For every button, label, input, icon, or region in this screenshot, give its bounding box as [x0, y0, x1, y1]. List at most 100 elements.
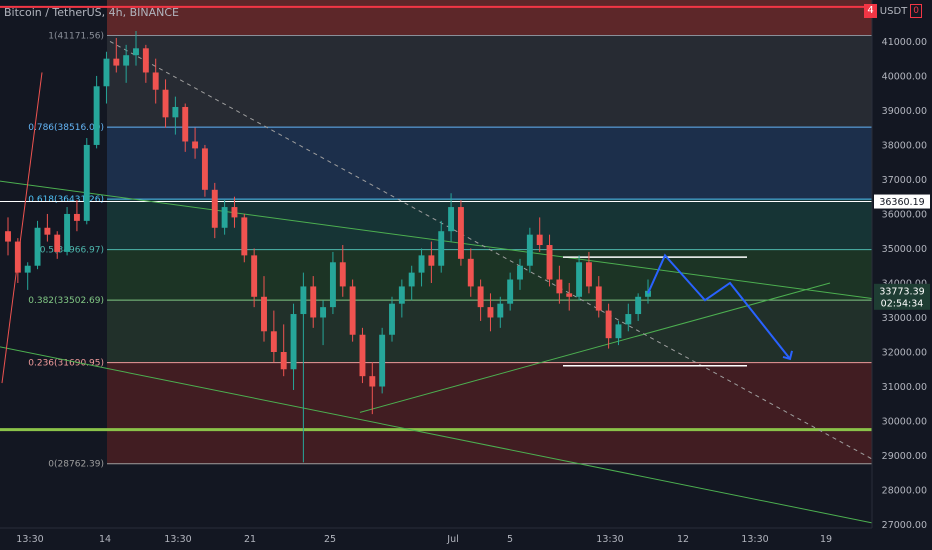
x-tick-label-4: 25 — [324, 534, 336, 545]
candle-body-58 — [576, 262, 583, 297]
y-tick-label-1: 40000.00 — [882, 71, 927, 82]
candle-body-31 — [310, 286, 317, 318]
candle-body-7 — [73, 213, 80, 221]
candle-body-45 — [448, 207, 455, 232]
candle-body-65 — [645, 290, 651, 297]
fib-label-0.618: 0.618(36431.26) — [28, 195, 104, 205]
lower-channel-line — [0, 346, 873, 524]
candle-body-34 — [339, 262, 346, 287]
y-tick-label-8: 33000.00 — [882, 313, 927, 324]
candle-body-51 — [507, 279, 514, 304]
candle-body-1 — [14, 241, 21, 273]
x-tick-label-5: Jul — [446, 534, 458, 545]
candle-body-16 — [162, 89, 169, 118]
candle-body-17 — [172, 106, 179, 118]
steep-red-line — [1, 72, 43, 384]
y-tick-label-3: 38000.00 — [882, 140, 927, 151]
countdown-tag: 02:54:34 — [881, 298, 924, 309]
candle-body-2 — [24, 265, 31, 273]
fib-label-0.786: 0.786(38516.00) — [28, 123, 104, 133]
candle-body-47 — [467, 258, 474, 287]
candle-body-14 — [142, 48, 149, 73]
time-axis-background — [0, 528, 932, 550]
currency-label: USDT — [879, 5, 908, 17]
x-tick-label-0: 13:30 — [16, 534, 43, 545]
candle-body-54 — [536, 234, 543, 246]
candle-body-25 — [251, 255, 258, 297]
candle-body-49 — [487, 307, 494, 318]
candle-body-57 — [566, 293, 573, 297]
x-tick-label-1: 14 — [99, 534, 111, 545]
candle-body-11 — [113, 58, 120, 66]
candle-body-32 — [320, 307, 327, 318]
x-tick-label-7: 13:30 — [596, 534, 623, 545]
candle-body-9 — [93, 86, 100, 145]
y-tick-label-5: 36000.00 — [882, 209, 927, 220]
candle-body-21 — [211, 189, 218, 228]
currency-badge[interactable]: 0 — [910, 4, 922, 18]
y-tick-label-2: 39000.00 — [882, 106, 927, 117]
fib-zone-4 — [107, 249, 872, 301]
candle-body-10 — [103, 58, 110, 87]
candle-body-24 — [241, 217, 248, 256]
candle-body-37 — [369, 376, 376, 387]
forecast-arrow-head — [782, 350, 793, 361]
x-tick-label-3: 21 — [244, 534, 256, 545]
y-tick-label-9: 32000.00 — [882, 348, 927, 359]
candle-body-40 — [398, 286, 405, 304]
fib-label-0: 0(28762.39) — [48, 460, 104, 470]
candle-body-20 — [201, 148, 208, 190]
candle-body-36 — [359, 334, 366, 377]
candle-body-6 — [64, 213, 71, 252]
y-tick-label-0: 41000.00 — [882, 37, 927, 48]
level-price-tag-bg — [874, 194, 930, 209]
candle-body-15 — [152, 72, 159, 90]
y-tick-label-12: 29000.00 — [882, 451, 927, 462]
candle-body-50 — [497, 303, 504, 318]
level-price-tag: 36360.19 — [879, 197, 924, 208]
y-tick-label-6: 35000.00 — [882, 244, 927, 255]
candle-body-44 — [438, 231, 445, 266]
candle-body-0 — [5, 231, 11, 242]
x-tick-label-9: 13:30 — [741, 534, 768, 545]
candle-body-28 — [280, 352, 287, 370]
candle-body-19 — [192, 141, 199, 149]
candle-body-29 — [290, 314, 297, 370]
candle-body-48 — [477, 286, 484, 308]
candle-body-59 — [585, 262, 592, 287]
y-tick-label-11: 30000.00 — [882, 417, 927, 428]
fib-label-1: 1(41171.56) — [48, 31, 104, 41]
candle-body-18 — [182, 106, 189, 142]
candle-body-4 — [44, 227, 51, 235]
candle-body-23 — [231, 207, 238, 218]
candle-body-60 — [595, 286, 602, 311]
candle-body-3 — [34, 227, 41, 266]
dashed-diagonal — [109, 40, 873, 460]
currency-indicator[interactable]: 4 USDT 0 — [864, 4, 922, 18]
x-tick-label-10: 19 — [820, 534, 832, 545]
candle-body-42 — [418, 255, 425, 273]
candle-body-22 — [221, 207, 228, 228]
candle-body-13 — [133, 48, 139, 56]
x-tick-label-6: 5 — [507, 534, 513, 545]
x-tick-label-8: 12 — [677, 534, 689, 545]
candle-body-53 — [526, 234, 533, 266]
x-tick-label-2: 13:30 — [164, 534, 191, 545]
alert-badge[interactable]: 4 — [864, 4, 877, 18]
chart-title: Bitcoin / TetherUS, 4h, BINANCE — [4, 6, 180, 19]
price-axis-background — [872, 0, 932, 550]
current-price-tag: 33773.39 — [879, 286, 924, 297]
candle-body-46 — [457, 207, 464, 259]
candle-body-52 — [517, 265, 523, 280]
fib-zone-2 — [107, 127, 872, 200]
fib-label-0.5: 0.5(34966.97) — [40, 246, 104, 256]
candle-body-63 — [625, 314, 632, 325]
candle-body-12 — [123, 55, 130, 66]
fib-label-0.382: 0.382(33502.69) — [28, 296, 104, 306]
fib-zone-1 — [107, 35, 872, 128]
forecast-path — [647, 253, 791, 360]
candle-body-61 — [605, 310, 612, 339]
y-tick-label-14: 27000.00 — [882, 520, 927, 531]
